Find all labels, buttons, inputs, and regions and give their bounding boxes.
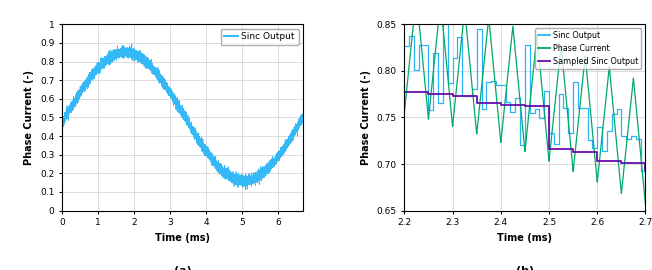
Legend: Sinc Output, Phase Current, Sampled Sinc Output: Sinc Output, Phase Current, Sampled Sinc… (535, 28, 642, 69)
Legend: Sinc Output: Sinc Output (220, 29, 299, 45)
Y-axis label: Phase Current (-): Phase Current (-) (361, 70, 371, 165)
Y-axis label: Phase Current (-): Phase Current (-) (24, 70, 35, 165)
X-axis label: Time (ms): Time (ms) (497, 233, 552, 243)
Text: (b): (b) (516, 266, 534, 270)
Text: (a): (a) (173, 266, 192, 270)
X-axis label: Time (ms): Time (ms) (155, 233, 210, 243)
